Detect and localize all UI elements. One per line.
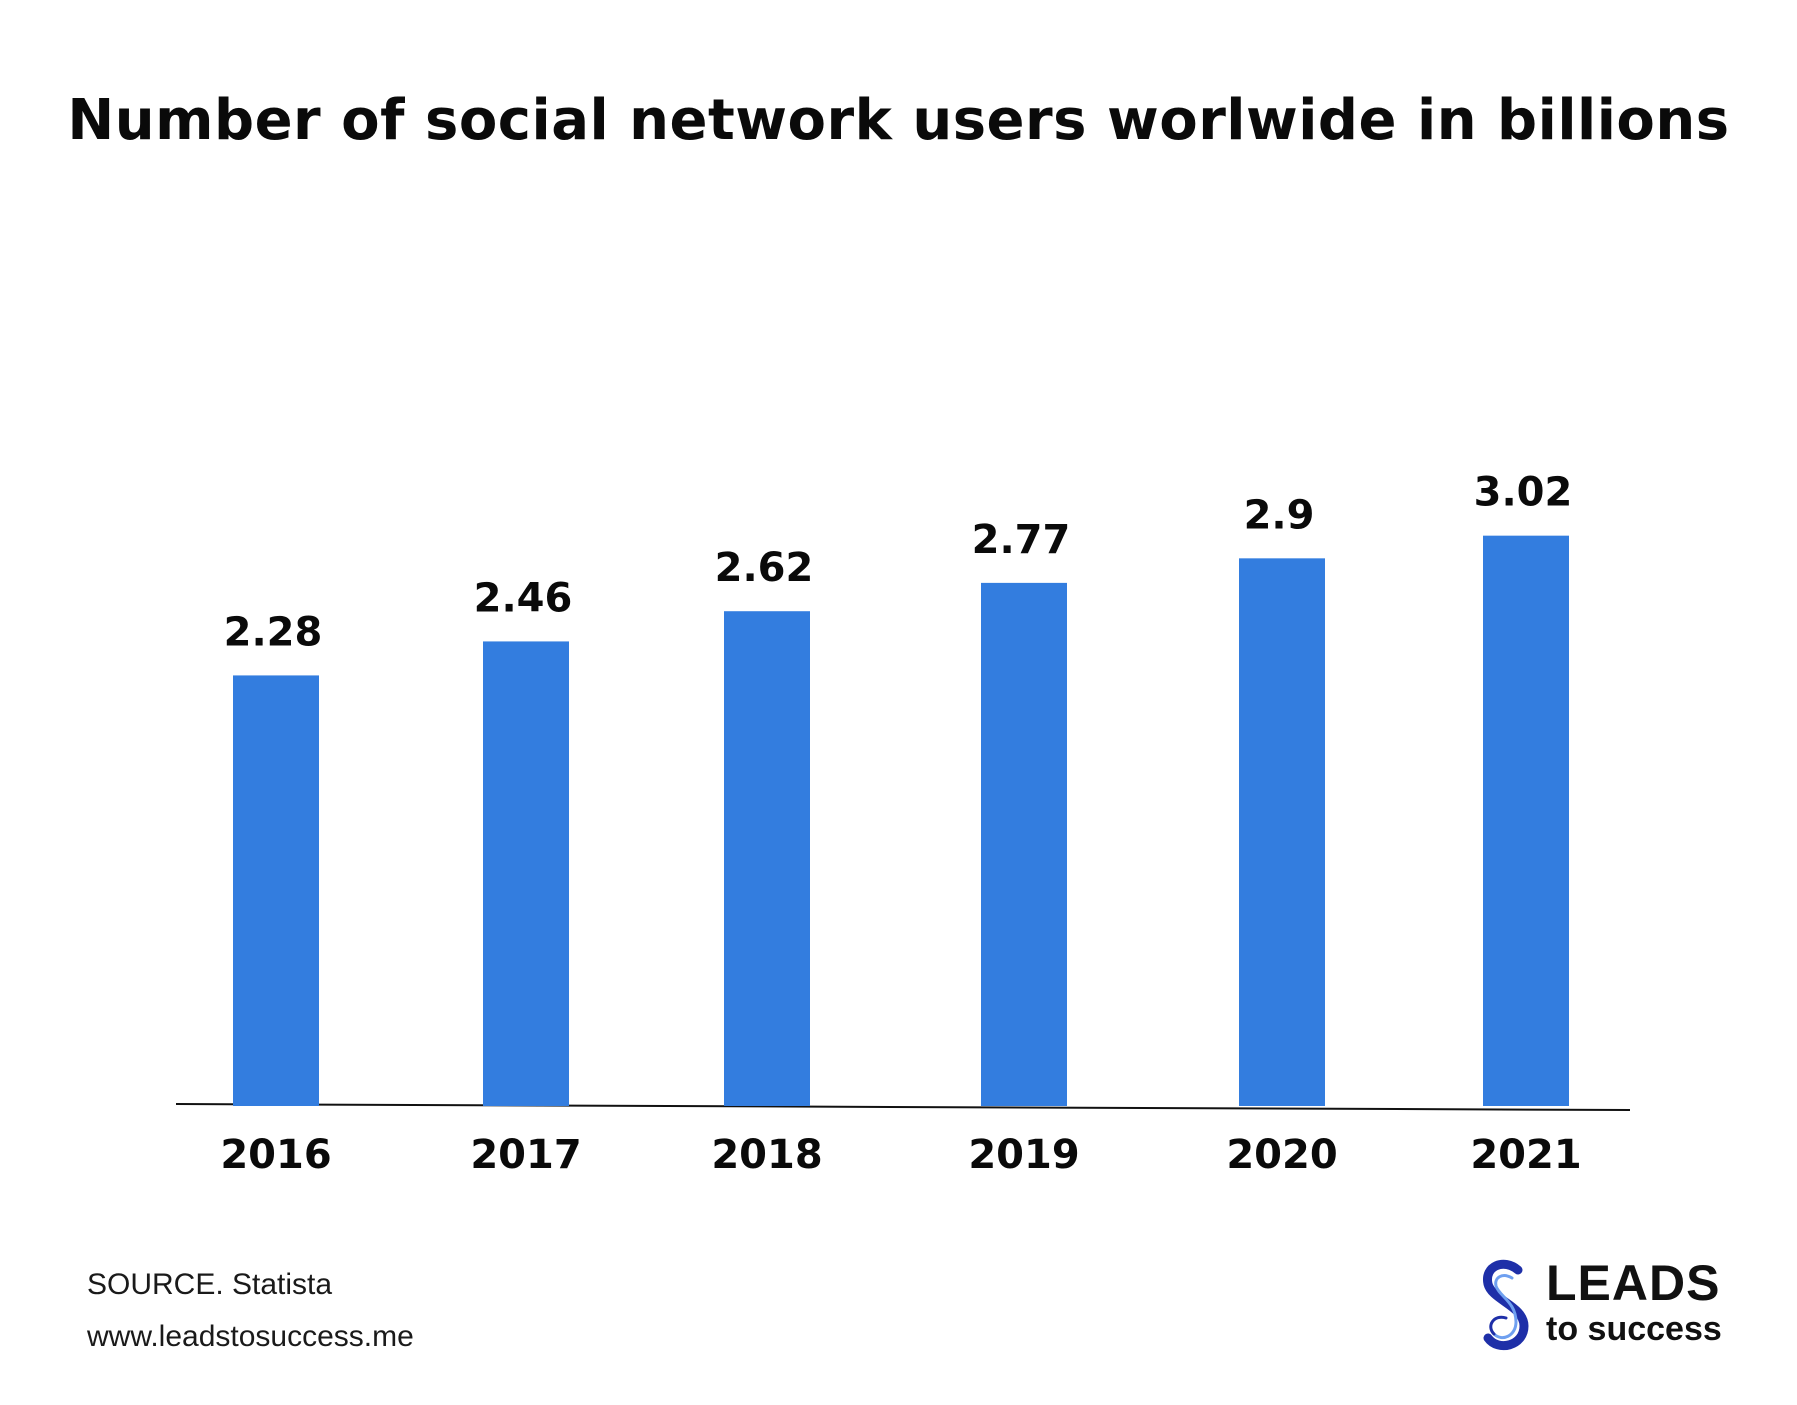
- value-label-2017: 2.46: [474, 575, 573, 621]
- bar-2017: [483, 641, 569, 1106]
- bar-2018: [724, 611, 810, 1106]
- value-label-2019: 2.77: [972, 517, 1071, 563]
- bar-2016: [233, 675, 319, 1106]
- value-label-2021: 3.02: [1474, 470, 1573, 516]
- x-tick-label-2018: 2018: [711, 1132, 822, 1178]
- bar-2020: [1239, 558, 1325, 1106]
- value-label-2020: 2.9: [1244, 492, 1315, 538]
- logo-text-main: LEADS: [1546, 1255, 1721, 1311]
- x-tick-label-2021: 2021: [1470, 1132, 1581, 1178]
- x-tick-label-2019: 2019: [968, 1132, 1079, 1178]
- chart-title: Number of social network users worlwide …: [67, 88, 1730, 153]
- x-tick-label-2017: 2017: [470, 1132, 581, 1178]
- infinity-s-logo-icon: [1483, 1259, 1529, 1351]
- bar-2019: [981, 582, 1067, 1106]
- x-tick-label-2020: 2020: [1226, 1132, 1337, 1178]
- brand-logo: LEADS to success: [1476, 1255, 1726, 1358]
- logo-text-sub: to success: [1546, 1310, 1722, 1348]
- bar-2021: [1483, 535, 1569, 1106]
- x-axis-line: [175, 1103, 1631, 1111]
- value-label-2016: 2.28: [224, 609, 323, 655]
- source-note: SOURCE. Statista: [87, 1268, 333, 1301]
- value-label-2018: 2.62: [715, 545, 814, 591]
- website-link[interactable]: www.leadstosuccess.me: [87, 1320, 414, 1353]
- x-tick-label-2016: 2016: [220, 1132, 331, 1178]
